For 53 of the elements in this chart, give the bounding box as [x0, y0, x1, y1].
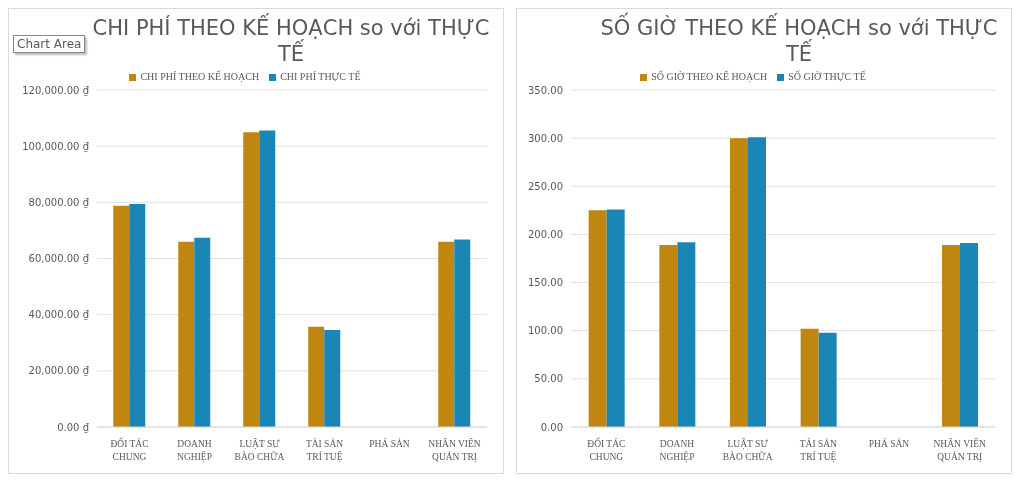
y-tick-label: 100,000.00 ₫ — [22, 140, 90, 152]
bar — [194, 237, 211, 427]
x-tick-label: DOANH NGHIỆP — [177, 439, 212, 463]
legend-label: SỐ GIỜ THỰC TẾ — [788, 71, 866, 82]
legend-label: CHI PHÍ THỰC TẾ — [280, 71, 361, 82]
y-tick-label: 0.00 ₫ — [57, 421, 90, 433]
y-tick-label: 60,000.00 ₫ — [28, 253, 90, 265]
x-tick-label: NHÂN VIÊN QUẢN TRỊ — [933, 438, 986, 463]
y-tick-label: 100.00 — [528, 325, 563, 337]
bar — [960, 243, 978, 427]
y-tick-label: 20,000.00 ₫ — [28, 365, 90, 377]
y-tick-label: 120,000.00 ₫ — [22, 84, 90, 96]
y-tick-label: 250.00 — [528, 180, 563, 192]
bar — [324, 330, 341, 427]
bar — [588, 210, 607, 427]
bar — [942, 245, 960, 427]
bar — [606, 209, 625, 427]
bar — [308, 326, 325, 427]
bar — [259, 130, 276, 427]
x-tick-label: PHÁ SẢN — [868, 438, 910, 449]
legend-label: CHI PHÍ THEO KẾ HOẠCH — [140, 71, 260, 82]
bar — [113, 205, 130, 427]
y-tick-label: 350.00 — [528, 84, 563, 96]
y-tick-label: 200.00 — [528, 228, 563, 240]
bar — [818, 332, 837, 427]
bar — [129, 204, 146, 427]
bar — [659, 245, 678, 427]
x-tick-label: NHÂN VIÊN QUẢN TRỊ — [428, 438, 481, 463]
x-tick-label: LUẬT SƯ BÀO CHỮA — [234, 438, 285, 462]
x-tick-label: LUẬT SƯ BÀO CHỮA — [722, 438, 773, 462]
x-tick-label: DOANH NGHIỆP — [659, 439, 695, 463]
y-tick-label: 0.00 — [540, 421, 563, 433]
y-tick-label: 50.00 — [534, 373, 563, 385]
x-tick-label: ĐỐI TÁC CHUNG — [110, 437, 149, 462]
x-tick-label: PHÁ SẢN — [369, 438, 410, 449]
bar — [677, 242, 696, 427]
bar — [243, 132, 260, 427]
y-tick-label: 80,000.00 ₫ — [28, 196, 90, 208]
x-tick-label: ĐỐI TÁC CHUNG — [587, 437, 626, 462]
bar — [178, 241, 195, 427]
chart-title: CHI PHÍ THEO KẾ HOẠCH so với THỰC TẾ — [91, 15, 491, 67]
x-tick-label: TÀI SẢN TRÍ TUỆ — [305, 438, 344, 463]
bar — [800, 328, 819, 427]
y-tick-label: 300.00 — [528, 132, 563, 144]
bar — [438, 241, 455, 427]
legend-label: SỐ GIỜ THEO KẾ HOẠCH — [651, 71, 768, 82]
text: Chart Area — [13, 35, 86, 53]
y-tick-label: 40,000.00 ₫ — [28, 309, 90, 321]
y-tick-label: 150.00 — [528, 277, 563, 289]
x-tick-label: TÀI SẢN TRÍ TUỆ — [799, 438, 838, 463]
bar — [454, 239, 471, 427]
bar — [748, 137, 766, 427]
bar — [730, 138, 748, 427]
